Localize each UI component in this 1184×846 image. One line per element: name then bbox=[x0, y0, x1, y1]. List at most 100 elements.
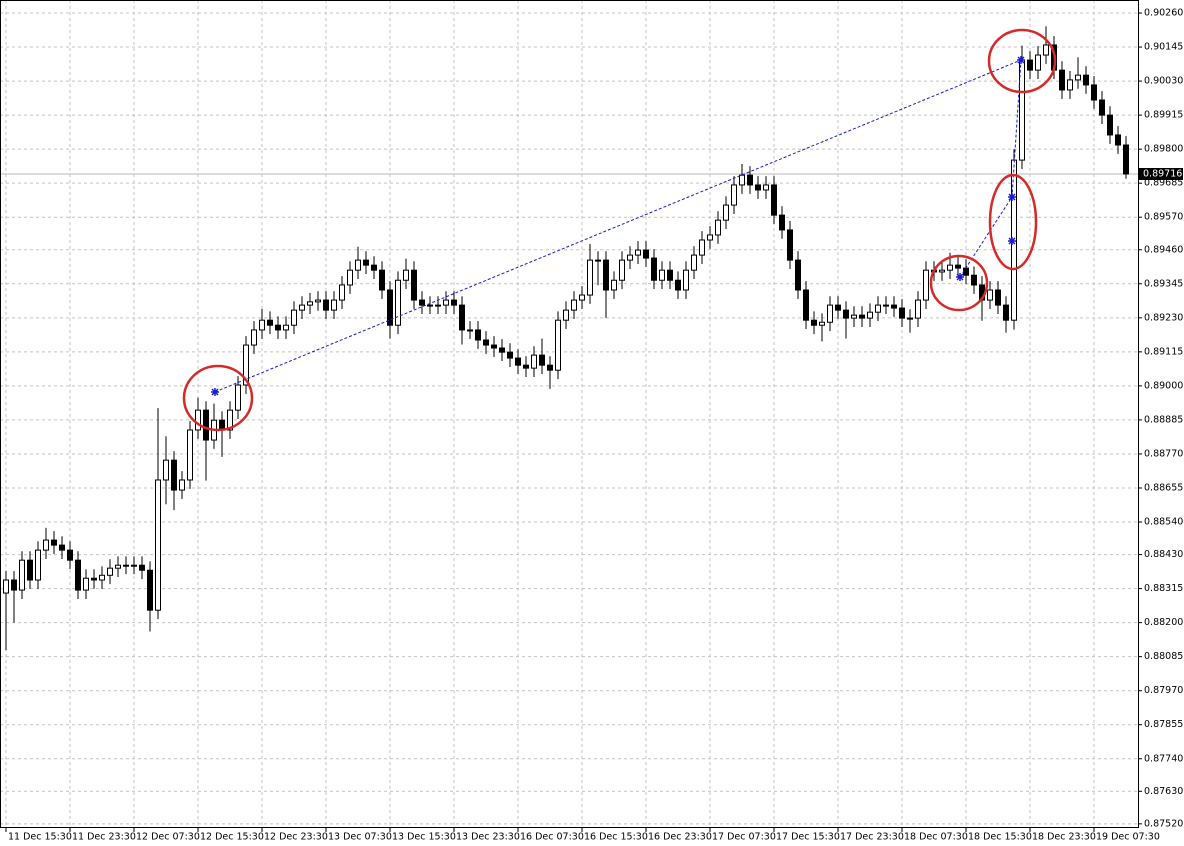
candle-body bbox=[579, 294, 585, 301]
y-tick-label: 0.88655 bbox=[1144, 482, 1183, 493]
candle-body bbox=[195, 409, 201, 431]
candle-body bbox=[427, 304, 433, 307]
x-tick-label: 18 Dec 15:30 bbox=[968, 832, 1032, 843]
y-tick-label: 0.89230 bbox=[1144, 312, 1183, 323]
candle-body bbox=[699, 239, 705, 256]
candle-body bbox=[163, 459, 169, 481]
candle-body bbox=[379, 269, 385, 291]
candle-body bbox=[291, 309, 297, 326]
y-tick-label: 0.89570 bbox=[1144, 212, 1183, 223]
x-tick-label: 16 Dec 15:30 bbox=[584, 832, 648, 843]
y-tick-label: 0.88200 bbox=[1144, 617, 1183, 628]
candle-body bbox=[811, 319, 817, 326]
candle-body bbox=[19, 559, 25, 591]
candle-body bbox=[531, 354, 537, 369]
x-tick-label: 18 Dec 23:30 bbox=[1032, 832, 1096, 843]
y-tick-label: 0.88540 bbox=[1144, 517, 1183, 528]
candle-body bbox=[91, 577, 97, 581]
candle-body bbox=[267, 319, 273, 326]
candle-body bbox=[595, 259, 601, 262]
x-tick-label: 11 Dec 15:30 bbox=[8, 832, 72, 843]
x-tick-label: 17 Dec 07:30 bbox=[712, 832, 776, 843]
candle-body bbox=[971, 274, 977, 286]
highlight-circle bbox=[988, 173, 1038, 271]
candle-body bbox=[867, 311, 873, 319]
candle-body bbox=[75, 559, 81, 591]
candle-body bbox=[907, 317, 913, 320]
candle-body bbox=[323, 299, 329, 311]
candle-body bbox=[659, 269, 665, 281]
candle-body bbox=[115, 564, 121, 569]
candle-body bbox=[891, 304, 897, 309]
candle-body bbox=[827, 304, 833, 323]
y-tick-label: 0.87630 bbox=[1144, 786, 1183, 797]
candle-body bbox=[155, 479, 161, 611]
candle-body bbox=[1075, 74, 1081, 81]
candle-body bbox=[3, 579, 9, 594]
candle-body bbox=[259, 319, 265, 331]
marker bbox=[211, 388, 219, 396]
y-tick-label: 0.89685 bbox=[1144, 178, 1183, 189]
y-tick-label: 0.89800 bbox=[1144, 144, 1183, 155]
x-tick-label: 13 Dec 23:30 bbox=[456, 832, 520, 843]
candle-body bbox=[1035, 54, 1041, 71]
candle-body bbox=[51, 539, 57, 546]
candle-body bbox=[227, 409, 233, 431]
candle-body bbox=[1091, 84, 1097, 101]
candle-body bbox=[843, 309, 849, 319]
y-tick-label: 0.87855 bbox=[1144, 719, 1183, 730]
candle-body bbox=[403, 269, 409, 281]
y-tick-label: 0.89915 bbox=[1144, 110, 1183, 121]
x-tick-label: 11 Dec 23:30 bbox=[72, 832, 136, 843]
candle-body bbox=[987, 289, 993, 301]
candle-body bbox=[731, 184, 737, 206]
candle-body bbox=[203, 409, 209, 441]
y-tick-label: 0.88315 bbox=[1144, 583, 1183, 594]
candle-body bbox=[475, 329, 481, 341]
x-tick-label: 12 Dec 23:30 bbox=[264, 832, 328, 843]
candle-body bbox=[523, 364, 529, 369]
candle-body bbox=[251, 329, 257, 346]
candle-body bbox=[835, 304, 841, 311]
candle-body bbox=[723, 204, 729, 221]
current-price-box bbox=[1139, 168, 1183, 181]
candle-body bbox=[363, 259, 369, 266]
candle-body bbox=[779, 214, 785, 231]
candle-body bbox=[459, 304, 465, 331]
candle-body bbox=[939, 269, 945, 273]
y-tick-label: 0.87740 bbox=[1144, 753, 1183, 764]
candle-body bbox=[795, 259, 801, 291]
candle-body bbox=[539, 354, 545, 366]
candle-body bbox=[683, 269, 689, 291]
y-tick-label: 0.89115 bbox=[1144, 346, 1183, 357]
candle-body bbox=[411, 269, 417, 301]
candle-body bbox=[1043, 44, 1049, 56]
candle-body bbox=[1027, 59, 1033, 71]
y-tick-label: 0.89460 bbox=[1144, 244, 1183, 255]
candle-body bbox=[59, 544, 65, 551]
candle-body bbox=[371, 264, 377, 271]
candle-body bbox=[131, 564, 137, 567]
candle-body bbox=[787, 229, 793, 261]
candle-body bbox=[747, 174, 753, 186]
x-tick-label: 13 Dec 07:30 bbox=[328, 832, 392, 843]
candle-body bbox=[547, 364, 553, 371]
candle-body bbox=[11, 579, 17, 591]
candle-body bbox=[875, 304, 881, 313]
candle-body bbox=[483, 339, 489, 346]
candle-body bbox=[467, 329, 473, 332]
y-tick-label: 0.88085 bbox=[1144, 651, 1183, 662]
candle-body bbox=[563, 309, 569, 321]
marker bbox=[1008, 237, 1016, 245]
candle-body bbox=[883, 304, 889, 307]
candle-body bbox=[715, 219, 721, 236]
x-tick-label: 17 Dec 23:30 bbox=[840, 832, 904, 843]
candle-body bbox=[107, 567, 113, 576]
y-tick-label: 0.87970 bbox=[1144, 685, 1183, 696]
candle-body bbox=[83, 577, 89, 591]
candle-body bbox=[451, 299, 457, 306]
candle-body bbox=[1115, 134, 1121, 146]
candle-body bbox=[1003, 304, 1009, 321]
